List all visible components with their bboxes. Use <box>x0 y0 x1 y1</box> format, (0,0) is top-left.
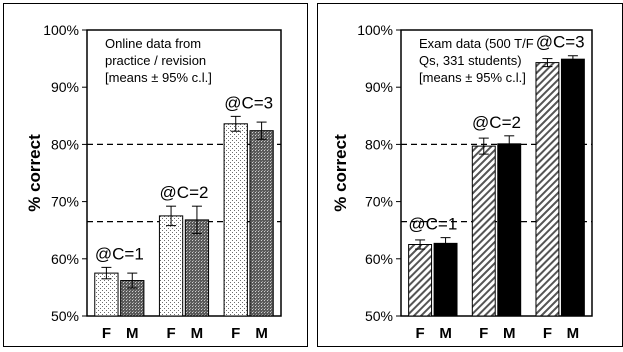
y-axis-label: % correct <box>25 134 44 212</box>
y-tick-label: 90% <box>51 79 79 95</box>
bar <box>471 145 496 317</box>
y-tick-label: 50% <box>365 308 393 324</box>
plot-area <box>86 29 282 317</box>
group-label: @C=3 <box>536 33 585 52</box>
bar <box>433 242 458 317</box>
plot-area <box>400 29 593 317</box>
group-label: @C=2 <box>472 113 521 132</box>
bar <box>249 130 274 317</box>
bar <box>184 219 210 317</box>
annotation-line: practice / revision <box>105 53 206 68</box>
y-tick-label: 60% <box>51 251 79 267</box>
x-tick-label: F <box>231 325 240 342</box>
y-tick-label: 100% <box>357 22 393 38</box>
bar <box>497 143 522 317</box>
x-tick-label: M <box>126 325 139 342</box>
x-tick-label: M <box>503 325 516 342</box>
y-tick-label: 100% <box>43 22 79 38</box>
y-tick-label: 50% <box>51 308 79 324</box>
bar <box>535 62 560 317</box>
bar <box>560 58 585 317</box>
panel-frame <box>3 3 308 347</box>
annotation-line: Online data from <box>105 36 201 51</box>
group-label: @C=2 <box>160 183 209 202</box>
x-tick-label: F <box>166 325 175 342</box>
y-axis-label: % correct <box>331 134 350 212</box>
annotation-line: [means ± 95% c.l.] <box>105 70 212 85</box>
group-label: @C=1 <box>95 244 144 263</box>
x-tick-label: F <box>543 325 552 342</box>
y-tick-label: 90% <box>365 79 393 95</box>
annotation-line: Exam data (500 T/F <box>419 36 534 51</box>
x-tick-label: F <box>479 325 488 342</box>
x-tick-label: F <box>416 325 425 342</box>
bar <box>223 123 248 317</box>
x-tick-label: M <box>191 325 204 342</box>
bar <box>158 215 184 317</box>
bar <box>94 272 119 317</box>
x-tick-label: M <box>567 325 580 342</box>
annotation-line: [means ± 95% c.l.] <box>419 70 526 85</box>
x-tick-label: M <box>439 325 452 342</box>
group-label: @C=3 <box>224 93 273 112</box>
x-tick-label: M <box>255 325 268 342</box>
y-tick-label: 60% <box>365 251 393 267</box>
y-tick-label: 80% <box>51 136 79 152</box>
bar <box>408 244 433 317</box>
y-tick-label: 80% <box>365 136 393 152</box>
y-tick-label: 70% <box>51 194 79 210</box>
group-label: @C=1 <box>408 215 457 234</box>
annotation-line: Qs, 331 students) <box>419 53 522 68</box>
y-tick-label: 70% <box>365 194 393 210</box>
x-tick-label: F <box>102 325 111 342</box>
